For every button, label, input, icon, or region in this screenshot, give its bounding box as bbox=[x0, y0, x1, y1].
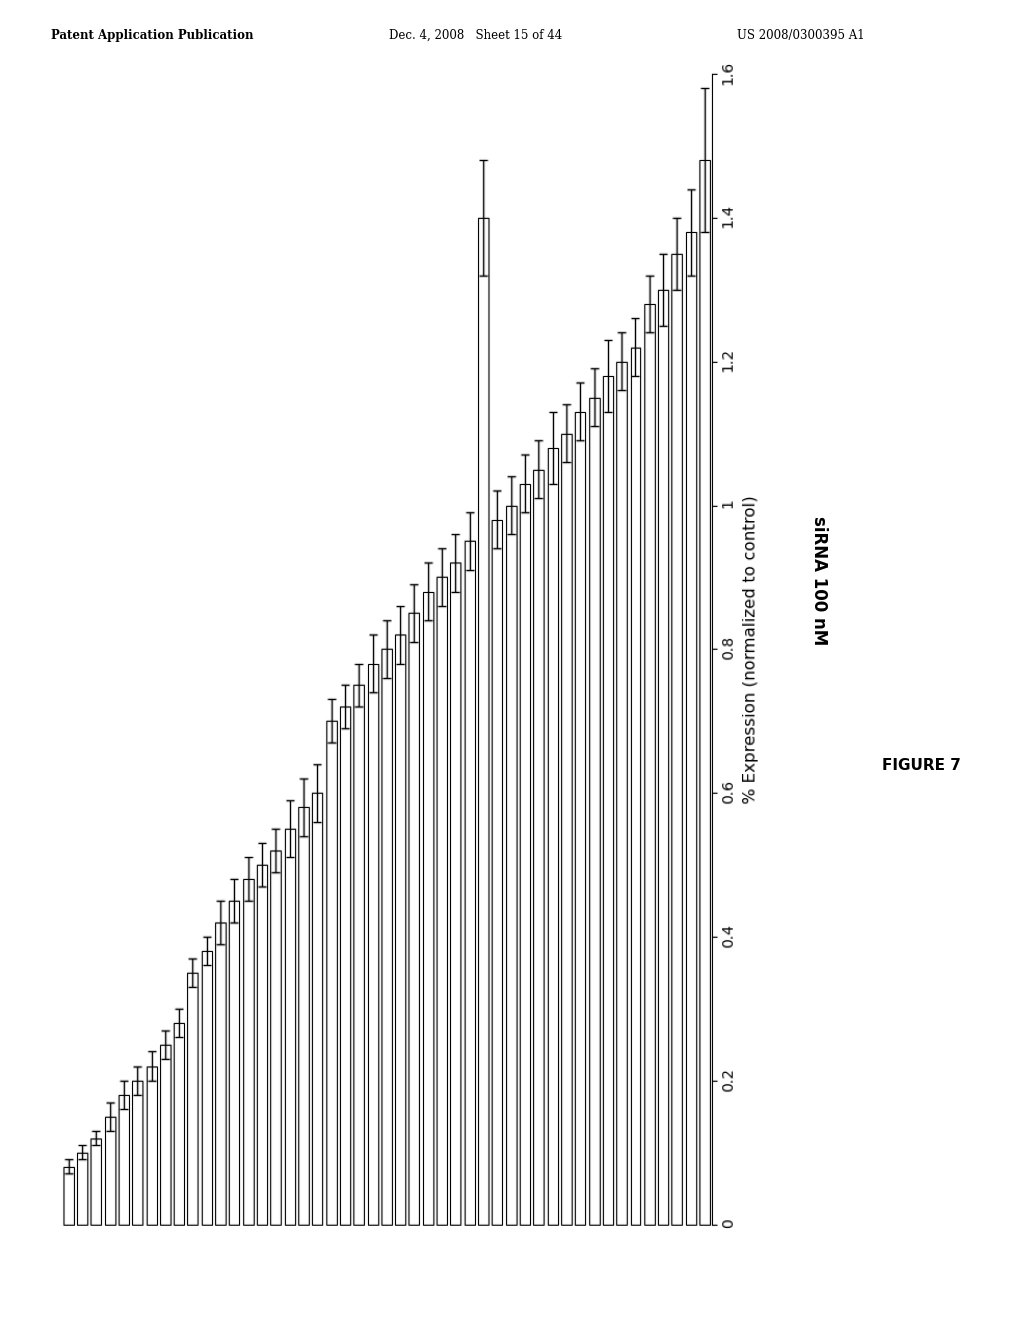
Text: FIGURE 7: FIGURE 7 bbox=[882, 758, 962, 774]
Text: US 2008/0300395 A1: US 2008/0300395 A1 bbox=[737, 29, 865, 42]
Text: siRNA 100 nM: siRNA 100 nM bbox=[810, 516, 828, 645]
Text: Patent Application Publication: Patent Application Publication bbox=[51, 29, 254, 42]
Text: Dec. 4, 2008   Sheet 15 of 44: Dec. 4, 2008 Sheet 15 of 44 bbox=[389, 29, 562, 42]
